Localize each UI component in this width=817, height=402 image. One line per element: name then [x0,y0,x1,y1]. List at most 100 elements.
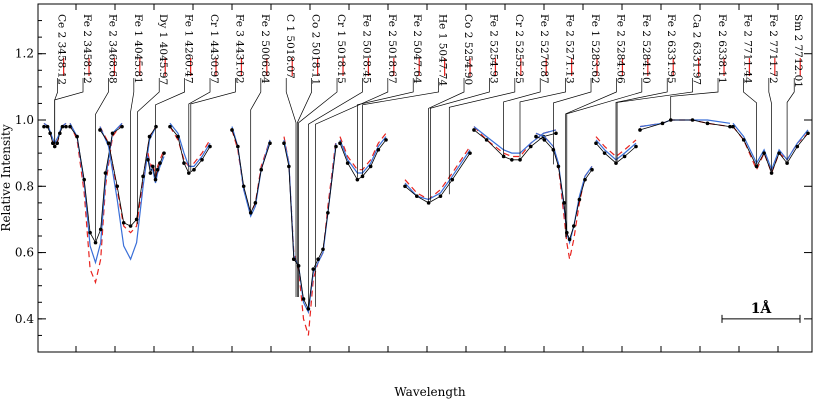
line-id-connector [428,78,465,201]
observed-point [268,141,272,145]
line-id-connector [54,78,84,145]
y-axis-label: Relative Intensity [0,124,13,231]
line-id-connector [670,78,719,122]
observed-point [510,157,514,162]
model-blue-series [535,132,593,245]
observed-point [472,128,476,132]
observed-point [241,184,246,189]
observed-point [806,131,810,136]
line-id-label: Fe 2 5047.64 [411,14,423,84]
line-id-connector [190,78,236,171]
observed-point [45,124,50,129]
line-id-connector [95,78,109,241]
line-id-label: C 1 5018.07 [284,14,296,79]
line-id-label: Fe 1 5283.62 [589,14,601,84]
line-id-connector [285,78,297,297]
observed-point [153,177,158,182]
spectrum-curves [42,118,810,336]
observed-point [103,171,108,175]
observed-point [60,124,65,129]
model-red-series [473,126,557,158]
observed-point [583,177,587,182]
spectrum-panel [98,124,158,261]
observed-point [121,220,126,225]
spectrum-panel [534,132,594,260]
observed-point [326,211,330,215]
observed-point [562,201,566,205]
observed-point [58,131,62,136]
spectrum-panel [282,136,338,336]
observed-point [321,247,325,252]
observed-point [741,138,746,142]
observed-point [259,167,264,172]
line-id-label: Fe 3 4431.02 [233,14,245,84]
observed-series [283,143,337,311]
observed-point [690,118,695,122]
observed-point [253,201,258,205]
observed-point [311,267,316,271]
spectrum-panel [168,122,212,175]
observed-point [128,224,133,228]
line-id-connector [155,78,185,178]
y-tick-label: 1.0 [15,113,34,127]
observed-point [403,184,407,189]
observed-point [75,134,79,139]
line-id-connector [188,78,211,171]
observed-point [51,141,55,145]
line-id-label: Fe 2 5284.06 [614,14,626,84]
observed-point [577,197,582,202]
line-id-label: Fe 2 6338.11 [716,14,728,84]
line-id-label: Fe 2 5254.93 [487,14,499,84]
line-id-connector [566,78,643,238]
observed-point [64,124,68,129]
observed-point [158,161,162,165]
observed-point [306,307,311,311]
observed-series [535,136,593,241]
observed-point [355,177,360,182]
observed-point [438,194,443,199]
line-id-label: Sm 2 7712.01 [792,14,804,88]
observed-point [795,144,800,149]
observed-point [55,141,59,145]
observed-point [146,157,150,162]
observed-point [426,201,431,205]
line-id-connector [308,78,363,307]
line-id-label: Fe 2 5271.13 [564,14,576,84]
observed-point [777,151,781,155]
observed-point [542,138,547,142]
observed-point [368,164,373,169]
observed-point [151,164,155,169]
line-id-label: Ca 2 6331.97 [691,14,703,85]
observed-point [334,144,338,149]
line-id-label: Fe 1 4045.81 [132,14,144,84]
observed-point [638,128,642,132]
line-id-connector [768,78,772,171]
line-id-connector [786,78,795,162]
observed-point [230,128,234,132]
x-axis-label: Wavelength [394,385,465,399]
observed-point [236,144,240,149]
observed-point [192,167,196,172]
line-id-connector [553,78,592,165]
observed-point [154,124,158,129]
observed-point [42,124,46,129]
line-id-label: Fe 2 6331.95 [665,14,677,84]
observed-point [98,227,103,232]
observed-point [287,164,291,169]
observed-point [754,164,759,169]
line-id-label: Ce 2 3458.12 [56,14,68,85]
scale-bar: 1Å [721,299,801,323]
observed-point [141,174,145,179]
y-tick-label: 0.4 [15,312,34,326]
line-id-connector [130,78,135,225]
observed-point [88,230,92,235]
model-red-series [404,146,471,201]
line-id-label: Fe 2 5270.87 [538,14,550,84]
line-id-label: He 1 5047.74 [437,14,449,86]
observed-point [660,121,665,126]
model-blue-series [404,149,471,201]
observed-point [155,167,160,172]
observed-point [634,144,638,149]
line-id-label: Fe 2 5284.10 [640,14,652,84]
line-id-connector [357,78,414,178]
